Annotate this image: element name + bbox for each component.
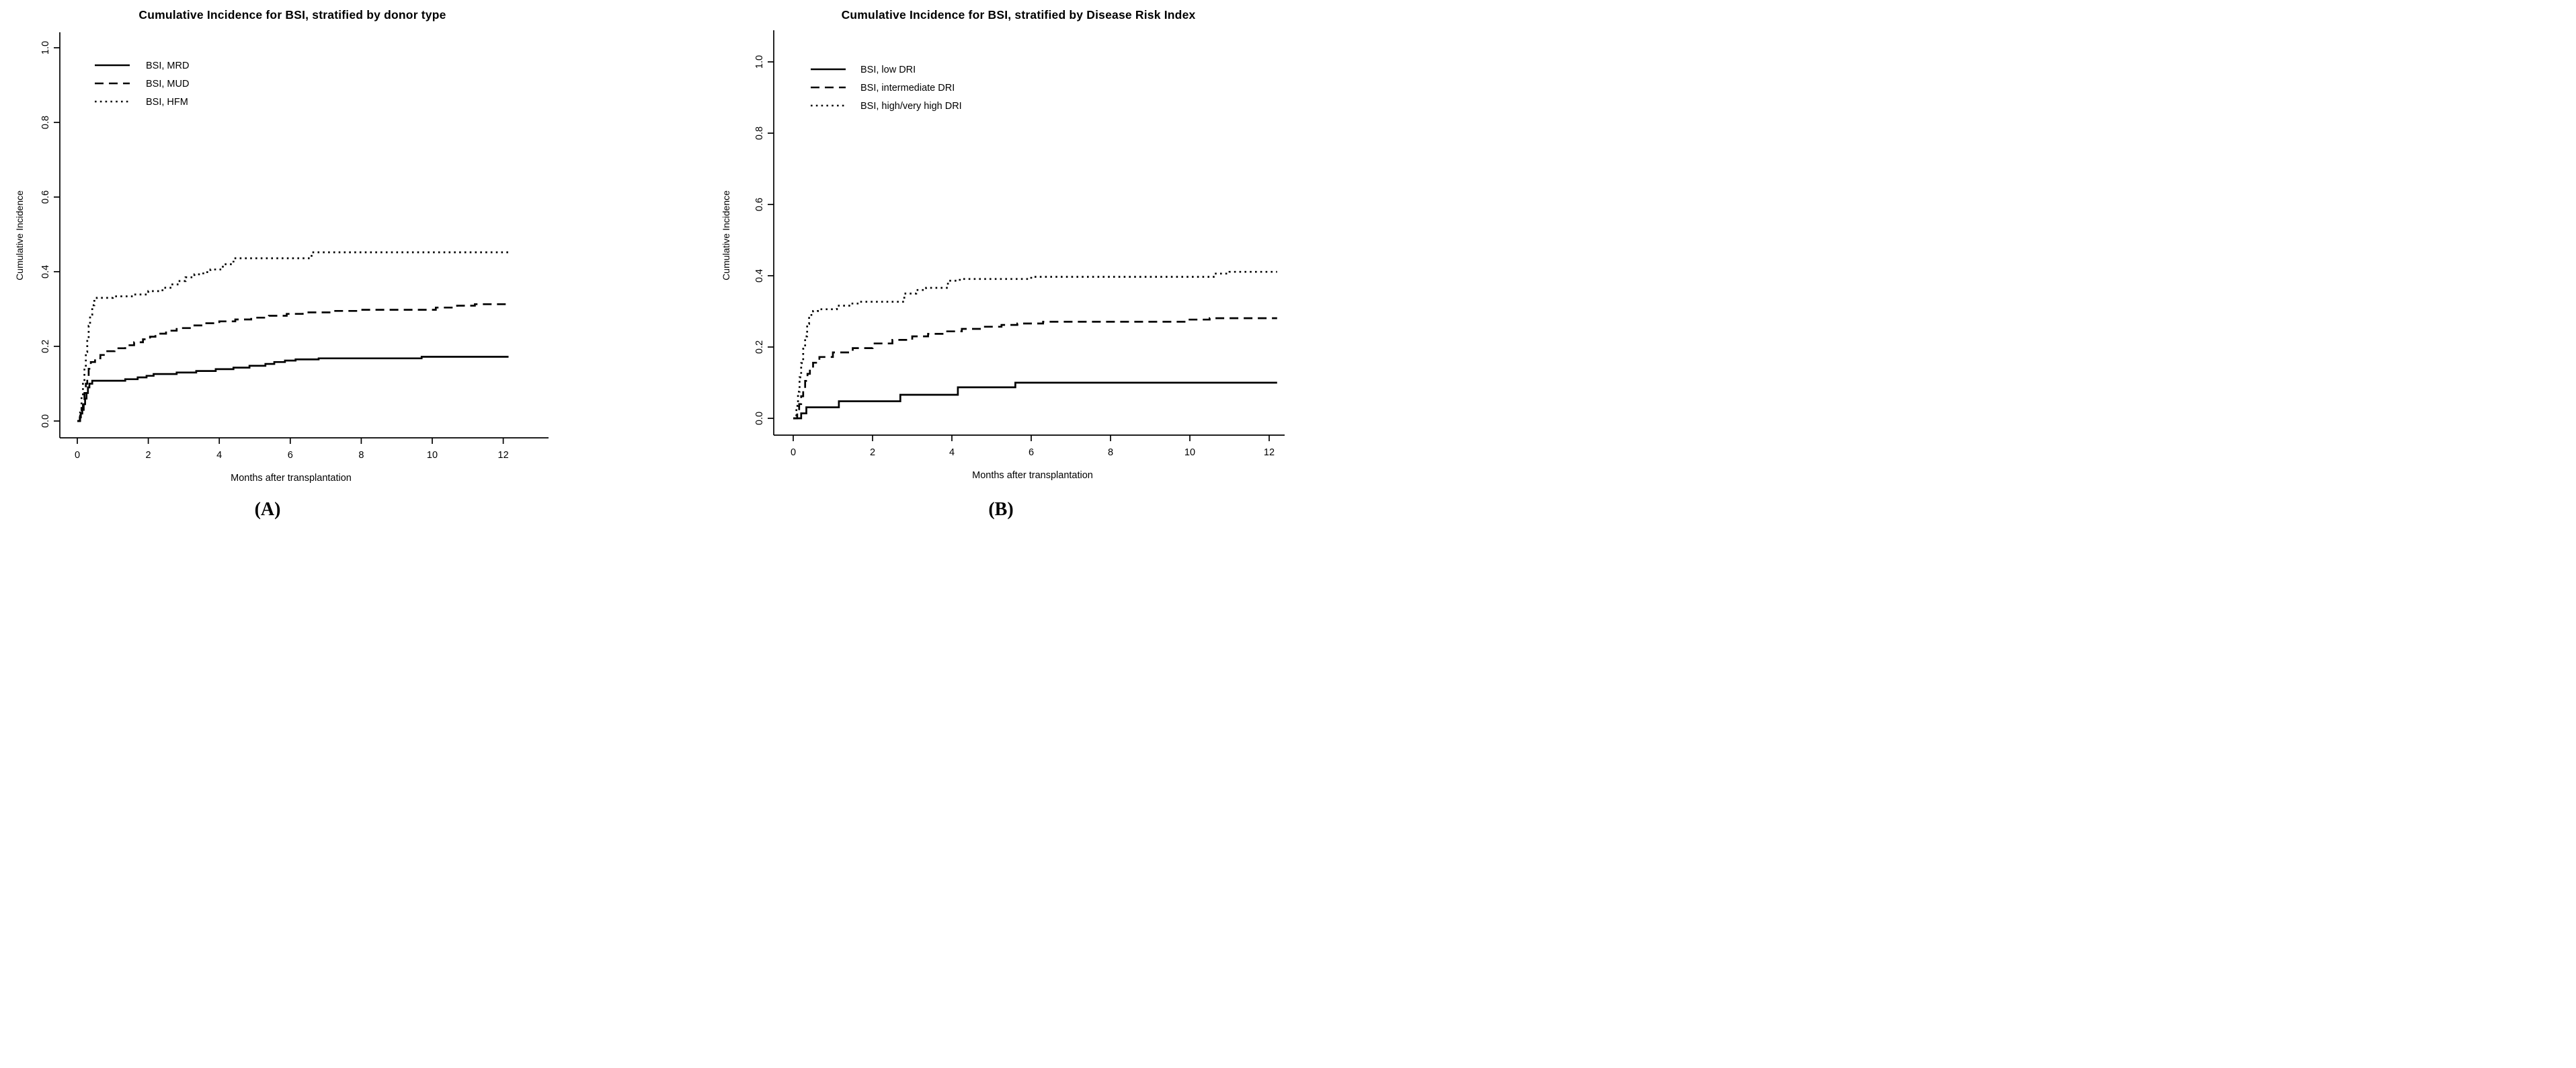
legend-label-bsi-hfm: BSI, HFM bbox=[146, 97, 188, 108]
legend-label-bsi-high-very-high-dri: BSI, high/very high DRI bbox=[860, 101, 962, 112]
y-tick-label: 0.6 bbox=[40, 190, 51, 204]
y-tick-label: 0.2 bbox=[754, 340, 765, 354]
panel-b-plot: 0 2 4 6 8 10 12 0.0 0.2 0.4 0.6 0.8 1.0 BSI, low DRI B… bbox=[754, 30, 1285, 458]
x-tick-label: 2 bbox=[146, 450, 151, 461]
y-tick-label: 0.8 bbox=[754, 126, 765, 140]
panel-b-caption: (B) bbox=[988, 499, 1014, 520]
x-tick-label: 10 bbox=[1184, 447, 1195, 458]
x-tick-label: 4 bbox=[949, 447, 955, 458]
y-tick-label: 1.0 bbox=[40, 41, 51, 54]
y-tick-label: 0.4 bbox=[754, 269, 765, 282]
x-tick-label: 2 bbox=[870, 447, 875, 458]
y-tick-label: 0.6 bbox=[754, 198, 765, 211]
curve-bsi-high-very-high-dri bbox=[793, 270, 1277, 420]
curve-bsi-intermediate-dri bbox=[793, 317, 1277, 420]
legend-label-bsi-intermediate-dri: BSI, intermediate DRI bbox=[860, 83, 955, 93]
panel-b-ylabel: Cumulative Incidence bbox=[721, 190, 731, 280]
x-tick-label: 10 bbox=[427, 450, 438, 461]
curve-bsi-hfm bbox=[77, 251, 509, 422]
x-tick-label: 6 bbox=[288, 450, 293, 461]
panel-a-title: Cumulative Incidence for BSI, stratified… bbox=[138, 8, 446, 22]
y-tick-label: 0.0 bbox=[40, 414, 51, 428]
x-tick-label: 4 bbox=[216, 450, 222, 461]
x-tick-label: 12 bbox=[1264, 447, 1275, 458]
panel-a: 0 2 4 6 8 10 12 0.0 0.2 0.4 0.6 0.8 1.0 BSI, MRD BSI, … bbox=[0, 0, 644, 538]
curve-bsi-mrd bbox=[77, 356, 509, 422]
curve-bsi-mud bbox=[77, 303, 509, 422]
y-tick-label: 1.0 bbox=[754, 55, 765, 69]
panel-a-caption: (A) bbox=[254, 499, 281, 520]
legend-label-bsi-mud: BSI, MUD bbox=[146, 79, 189, 89]
legend-label-bsi-low-dri: BSI, low DRI bbox=[860, 65, 916, 75]
legend-label-bsi-mrd: BSI, MRD bbox=[146, 61, 189, 71]
x-tick-label: 8 bbox=[358, 450, 364, 461]
x-tick-label: 0 bbox=[75, 450, 80, 461]
y-tick-label: 0.2 bbox=[40, 340, 51, 353]
curve-bsi-low-dri bbox=[793, 381, 1277, 420]
y-tick-label: 0.0 bbox=[754, 412, 765, 425]
panel-b: 0 2 4 6 8 10 12 0.0 0.2 0.4 0.6 0.8 1.0 BSI, low DRI B… bbox=[644, 0, 1288, 538]
x-tick-label: 6 bbox=[1029, 447, 1034, 458]
x-tick-label: 12 bbox=[498, 450, 509, 461]
x-tick-label: 0 bbox=[791, 447, 796, 458]
x-tick-label: 8 bbox=[1108, 447, 1113, 458]
y-tick-label: 0.4 bbox=[40, 265, 51, 278]
figure: 0 2 4 6 8 10 12 0.0 0.2 0.4 0.6 0.8 1.0 BSI, MRD BSI, … bbox=[0, 0, 1288, 538]
panel-a-xlabel: Months after transplantation bbox=[231, 473, 352, 484]
panel-b-xlabel: Months after transplantation bbox=[972, 470, 1093, 481]
y-tick-label: 0.8 bbox=[40, 116, 51, 129]
panel-a-plot: 0 2 4 6 8 10 12 0.0 0.2 0.4 0.6 0.8 1.0 BSI, MRD BSI, … bbox=[40, 32, 549, 461]
panel-b-title: Cumulative Incidence for BSI, stratified… bbox=[841, 8, 1196, 22]
panel-a-ylabel: Cumulative Incidence bbox=[14, 190, 25, 280]
